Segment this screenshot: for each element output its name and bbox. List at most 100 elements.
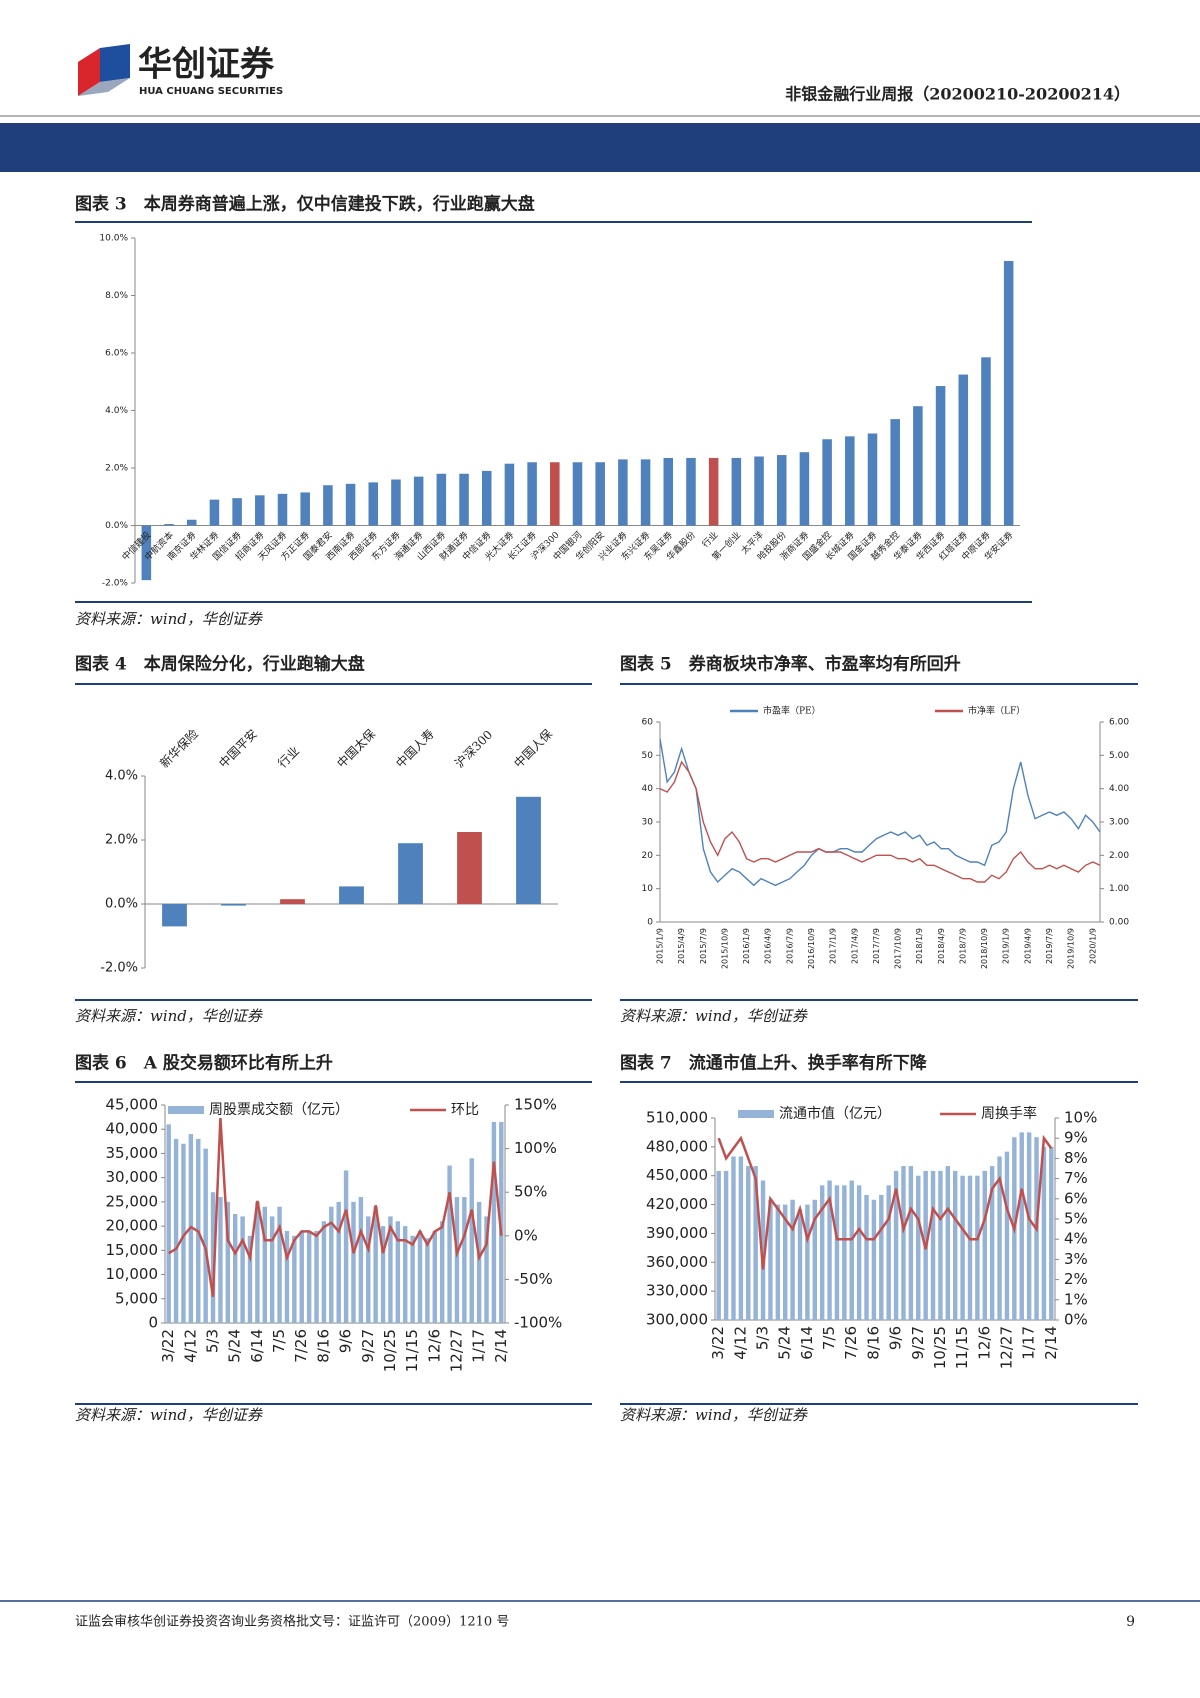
bar: [321, 1221, 327, 1323]
bar: [827, 1180, 832, 1320]
logo-name: 华创证券: [138, 45, 275, 85]
x-tick-label: 5/3: [754, 1326, 772, 1350]
bar: [1041, 1146, 1047, 1320]
legend-swatch: [738, 1110, 774, 1118]
y2-tick-label: 4%: [1064, 1230, 1088, 1248]
x-tick-label: 6/14: [798, 1326, 816, 1360]
bar: [908, 1166, 914, 1320]
y2-tick-label: 50%: [514, 1183, 547, 1201]
y-tick-label: 480,000: [646, 1137, 708, 1155]
x-tick-label: 新华保险: [156, 726, 201, 771]
y-tick-label: 30,000: [106, 1168, 159, 1186]
y2-tick-label: 3%: [1064, 1250, 1088, 1268]
y2-tick-label: 5%: [1064, 1210, 1088, 1228]
bar: [221, 904, 246, 906]
bar: [842, 1185, 847, 1320]
x-tick-label: 2018/4/9: [937, 928, 946, 964]
bar: [284, 1230, 290, 1323]
bar: [436, 473, 447, 526]
bar: [879, 1194, 884, 1320]
y-tick-label: 6.0%: [105, 349, 128, 359]
y-tick-label: 510,000: [646, 1109, 708, 1127]
bar: [410, 1235, 415, 1323]
bar: [203, 1148, 208, 1323]
bar: [300, 492, 310, 526]
y2-tick-label: 7%: [1064, 1169, 1088, 1187]
x-tick-label: 行业: [275, 744, 302, 771]
bar: [799, 452, 810, 526]
bar: [1049, 1146, 1054, 1320]
bar: [997, 1156, 1002, 1320]
bar: [760, 1180, 766, 1320]
bar: [768, 1199, 773, 1320]
y2-tick-label: 5.00: [1109, 751, 1129, 761]
x-tick-label: 行业: [699, 529, 720, 550]
bar: [945, 1166, 951, 1320]
bar: [186, 519, 197, 526]
x-tick-label: 11/15: [953, 1326, 971, 1369]
y2-tick-label: 3.00: [1109, 818, 1129, 828]
bar: [166, 1124, 171, 1323]
x-tick-label: 10/25: [931, 1326, 949, 1369]
x-tick-label: 8/16: [864, 1326, 882, 1360]
x-tick-label: 10/25: [381, 1329, 399, 1372]
bar: [618, 459, 628, 526]
bar: [425, 1238, 430, 1323]
x-tick-label: 8/16: [314, 1329, 332, 1363]
bar: [886, 1185, 891, 1320]
y2-tick-label: -50%: [514, 1270, 553, 1288]
bar: [164, 524, 174, 526]
page-number: 9: [1126, 1614, 1135, 1630]
bar: [255, 495, 265, 526]
bar: [454, 1197, 460, 1323]
bar: [716, 1170, 721, 1320]
y2-tick-label: 0%: [1064, 1311, 1088, 1329]
y2-tick-label: 6%: [1064, 1189, 1088, 1207]
bar: [960, 1175, 965, 1320]
x-tick-label: 7/26: [842, 1326, 860, 1360]
y-tick-label: 8.0%: [105, 291, 128, 301]
y-tick-label: -2.0%: [102, 579, 129, 589]
y-tick-label: 50: [642, 751, 654, 761]
y-tick-label: 40: [642, 784, 654, 794]
y2-tick-label: 10%: [1064, 1109, 1097, 1127]
bar: [247, 1235, 253, 1323]
bar: [314, 1230, 319, 1323]
line-series: [659, 738, 1101, 887]
y2-tick-label: 1%: [1064, 1290, 1088, 1308]
bar: [1026, 1132, 1032, 1320]
x-tick-label: 2018/1/9: [915, 928, 924, 964]
bar: [871, 1199, 877, 1320]
y-tick-label: 60: [642, 718, 654, 728]
bar: [280, 899, 305, 904]
legend-swatch: [168, 1106, 204, 1114]
x-tick-label: 中国太保: [333, 726, 378, 771]
y-tick-label: 0.0%: [105, 897, 138, 912]
bar: [269, 1216, 275, 1323]
y-tick-label: -2.0%: [100, 961, 138, 976]
bar: [663, 457, 674, 526]
source-note: 资料来源：wind，华创证券: [75, 1007, 263, 1025]
bar: [550, 462, 560, 526]
x-tick-label: 9/6: [887, 1326, 905, 1350]
x-tick-label: 2019/7/9: [1045, 928, 1054, 964]
legend-label: 市净率（LF）: [968, 705, 1025, 717]
y-tick-label: 35,000: [106, 1144, 159, 1162]
bar: [255, 1201, 260, 1323]
figure-caption: 图表 6 A 股交易额环比有所上升: [75, 1053, 333, 1074]
figure-caption: 图表 3 本周券商普遍上涨，仅中信建投下跌，行业跑赢大盘: [75, 194, 535, 215]
bar: [173, 1138, 179, 1323]
bar: [395, 1221, 401, 1323]
y-tick-label: 25,000: [106, 1192, 159, 1210]
bar: [783, 1204, 788, 1320]
x-tick-label: 中国人保: [510, 726, 555, 771]
x-tick-label: 2019/1/9: [1002, 928, 1011, 964]
y2-tick-label: 0%: [514, 1226, 538, 1244]
bar: [849, 1180, 854, 1320]
bar: [358, 1197, 364, 1323]
line-series: [659, 760, 1101, 883]
x-tick-label: 12/27: [447, 1329, 465, 1372]
bar: [484, 1216, 489, 1323]
x-tick-label: 4/12: [731, 1326, 749, 1360]
